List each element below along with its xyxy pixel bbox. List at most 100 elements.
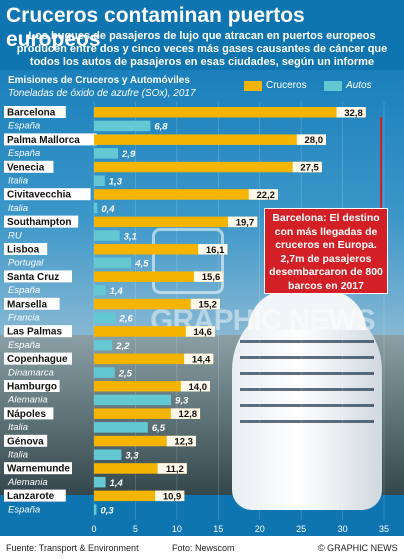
category-country-label: Italia bbox=[8, 422, 28, 433]
category-country-label: Francia bbox=[8, 313, 40, 324]
category-city-label: Warnemunde bbox=[7, 464, 70, 475]
legend-swatch-cruceros bbox=[244, 81, 262, 91]
value-label-bg bbox=[170, 408, 201, 419]
legend-label-cruceros: Cruceros bbox=[266, 80, 307, 91]
value-label-cruceros: 27,5 bbox=[300, 163, 319, 174]
value-label-cruceros: 19,7 bbox=[236, 217, 255, 228]
value-label-cruceros: 12,3 bbox=[174, 437, 193, 448]
value-label-autos: 2,9 bbox=[121, 149, 136, 160]
category-label-bg bbox=[4, 133, 97, 146]
value-label-cruceros: 14,0 bbox=[189, 382, 208, 393]
chart-title: Emisiones de Cruceros y Automóviles bbox=[8, 75, 190, 86]
photo-credit: Foto: Newscom bbox=[172, 543, 235, 553]
bar-cruceros bbox=[94, 353, 214, 365]
bar-autos bbox=[94, 504, 97, 515]
bar-cruceros bbox=[94, 189, 278, 200]
value-label-autos: 1,3 bbox=[109, 177, 123, 188]
bar-autos bbox=[94, 476, 106, 488]
category-label-bg bbox=[4, 188, 91, 201]
value-label-cruceros: 32,8 bbox=[344, 108, 363, 119]
bar-autos bbox=[94, 312, 116, 323]
value-label-bg bbox=[248, 189, 278, 200]
footer: Fuente: Transport & Environment Foto: Ne… bbox=[0, 536, 404, 559]
x-tick-label: 25 bbox=[296, 524, 306, 534]
bar-autos bbox=[94, 120, 151, 132]
bar-autos bbox=[94, 449, 122, 460]
category-label-bg bbox=[4, 215, 79, 228]
value-label-bg bbox=[184, 353, 214, 365]
bar-autos bbox=[94, 230, 120, 241]
category-label-bg bbox=[4, 380, 60, 392]
bar-cruceros bbox=[94, 326, 215, 337]
value-label-cruceros: 16,1 bbox=[206, 245, 225, 256]
value-label-bg bbox=[336, 107, 366, 118]
bar-autos bbox=[94, 175, 105, 186]
value-label-autos: 3,1 bbox=[124, 231, 137, 242]
legend-label-autos: Autos bbox=[346, 80, 372, 91]
category-city-label: Palma Mallorca bbox=[7, 135, 80, 146]
value-label-bg bbox=[190, 298, 220, 310]
ship-window-row bbox=[240, 340, 374, 343]
category-label-bg bbox=[4, 270, 72, 283]
copyright: © GRAPHIC NEWS bbox=[318, 543, 398, 553]
category-label-bg bbox=[4, 297, 60, 310]
value-label-bg bbox=[180, 381, 210, 392]
bar-autos bbox=[94, 202, 98, 214]
bar-autos bbox=[94, 394, 172, 406]
value-label-autos: 1,4 bbox=[110, 286, 124, 297]
category-country-label: Alemania bbox=[7, 395, 48, 406]
value-label-autos: 2,2 bbox=[115, 341, 130, 352]
category-country-label: España bbox=[8, 121, 40, 132]
bar-cruceros bbox=[94, 161, 322, 173]
category-city-label: Lisboa bbox=[7, 245, 40, 256]
page-title: Cruceros contaminan puertos europeos bbox=[6, 4, 305, 51]
chart-unit-label: Toneladas de óxido de azufre (SOx), 2017 bbox=[8, 88, 196, 99]
category-country-label: España bbox=[8, 148, 40, 159]
bar-cruceros bbox=[94, 490, 185, 502]
bar-autos bbox=[94, 148, 119, 159]
bar-autos bbox=[94, 257, 132, 269]
category-label-bg bbox=[4, 106, 66, 118]
category-city-label: Las Palmas bbox=[7, 327, 62, 338]
value-label-autos: 2,6 bbox=[119, 314, 134, 325]
x-tick-label: 0 bbox=[91, 524, 96, 534]
value-label-bg bbox=[185, 326, 215, 337]
value-label-cruceros: 22,2 bbox=[256, 190, 275, 201]
bar-cruceros bbox=[94, 216, 258, 228]
x-tick-label: 15 bbox=[213, 524, 223, 534]
x-tick-label: 30 bbox=[338, 524, 348, 534]
barcelona-callout: Barcelona: El destino con más llegadas d… bbox=[264, 208, 388, 294]
callout-pin bbox=[380, 117, 382, 209]
category-country-label: España bbox=[8, 504, 40, 515]
value-label-cruceros: 14,6 bbox=[193, 327, 212, 338]
bar-cruceros bbox=[94, 408, 201, 419]
value-label-cruceros: 12,8 bbox=[179, 409, 198, 420]
category-country-label: España bbox=[8, 285, 40, 296]
category-label-bg bbox=[4, 243, 48, 255]
value-label-bg bbox=[166, 435, 196, 447]
ship-window-row bbox=[240, 388, 374, 391]
value-label-cruceros: 11,2 bbox=[166, 464, 184, 475]
value-label-autos: 6,8 bbox=[154, 122, 168, 133]
bar-cruceros bbox=[94, 298, 220, 310]
value-label-autos: 0,4 bbox=[101, 204, 115, 215]
x-tick-label: 10 bbox=[172, 524, 182, 534]
ship-window-row bbox=[240, 356, 374, 359]
value-label-autos: 1,4 bbox=[110, 478, 124, 489]
category-label-bg bbox=[4, 462, 72, 475]
bar-cruceros bbox=[94, 107, 366, 118]
value-label-cruceros: 14,4 bbox=[192, 354, 211, 365]
value-label-cruceros: 15,2 bbox=[198, 300, 217, 311]
bar-chart: 0 5 10 15 20 25 30 35 Barcelona España 32,8 6,8 Palm… bbox=[4, 102, 389, 534]
category-country-label: Portugal bbox=[8, 258, 44, 269]
category-label-bg bbox=[4, 160, 54, 173]
category-country-label: España bbox=[8, 340, 40, 351]
bar-cruceros bbox=[94, 134, 326, 145]
source-credit: Fuente: Transport & Environment bbox=[6, 543, 139, 553]
category-label-bg bbox=[4, 489, 66, 502]
category-city-label: Hamburgo bbox=[7, 382, 57, 393]
category-city-label: Nápoles bbox=[7, 409, 46, 420]
category-city-label: Marsella bbox=[7, 299, 47, 310]
value-label-bg bbox=[228, 216, 258, 228]
